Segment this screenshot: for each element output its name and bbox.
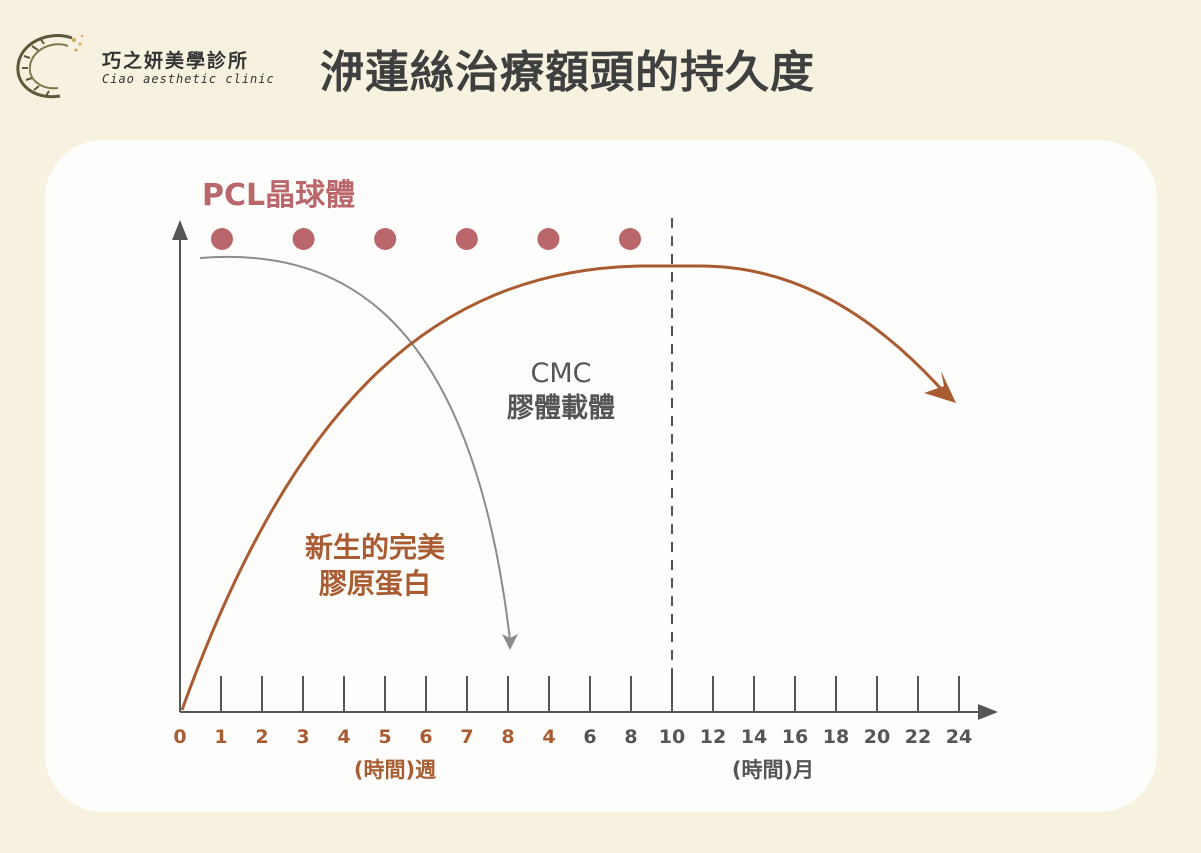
collagen-curve [180, 264, 944, 711]
pcl-dot [211, 228, 233, 250]
diagram-card [45, 140, 1157, 812]
x-tick-label: 6 [419, 726, 432, 748]
x-tick-label: 16 [782, 726, 808, 748]
wreath-logo-icon [16, 34, 84, 99]
x-tick-label: 20 [864, 726, 890, 748]
x-tick-label: 0 [173, 726, 186, 748]
x-tick-label: 2 [255, 726, 268, 748]
x-tick-label: 24 [946, 726, 972, 748]
x-tick-label: 8 [624, 726, 637, 748]
collagen-label-line2: 膠原蛋白 [319, 567, 431, 600]
x-axis-arrowhead [978, 704, 998, 720]
clinic-subtitle: Ciao aesthetic clinic [102, 72, 275, 86]
x-tick-label: 10 [659, 726, 685, 748]
cmc-arrowhead [502, 634, 518, 650]
x-tick-label: 4 [542, 726, 555, 748]
pcl-dot [455, 228, 478, 250]
weeks-unit-label: (時間)週 [354, 758, 436, 782]
x-tick-label: 1 [214, 726, 227, 748]
x-tick-label: 5 [378, 726, 391, 748]
x-tick-label: 18 [823, 726, 849, 748]
x-tick-label: 3 [296, 726, 309, 748]
pcl-dot [292, 228, 315, 250]
x-tick-label: 14 [741, 726, 767, 748]
x-tick-label: 4 [337, 726, 350, 748]
pcl-dot [619, 228, 641, 250]
x-tick-label: 22 [905, 726, 931, 748]
clinic-logo: 巧之妍美學診所 Ciao aesthetic clinic [10, 24, 290, 104]
collagen-arrowhead [924, 371, 956, 403]
cmc-curve [199, 255, 511, 641]
y-axis-arrowhead [172, 220, 188, 240]
page-title: 洢蓮絲治療額頭的持久度 [320, 47, 815, 98]
x-axis-ticks [220, 676, 960, 712]
collagen-label-line1: 新生的完美 [305, 531, 445, 564]
clinic-name: 巧之妍美學診所 [102, 50, 250, 72]
x-tick-label: 12 [700, 726, 726, 748]
x-tick-label: 7 [460, 726, 473, 748]
months-unit-label: (時間)月 [732, 758, 814, 782]
pcl-dot [374, 228, 397, 250]
pcl-dots [211, 228, 641, 250]
pcl-label: PCL晶球體 [202, 178, 355, 213]
cmc-label-line1: CMC [530, 358, 591, 389]
cmc-label-line2: 膠體載體 [507, 393, 615, 424]
pcl-dot [537, 228, 560, 250]
x-tick-label: 8 [501, 726, 514, 748]
x-axis-tick-labels: 0 1 2 3 4 5 6 7 8 4 6 8 10 12 14 16 18 20 22 24 [173, 726, 972, 748]
x-tick-label: 6 [583, 726, 596, 748]
